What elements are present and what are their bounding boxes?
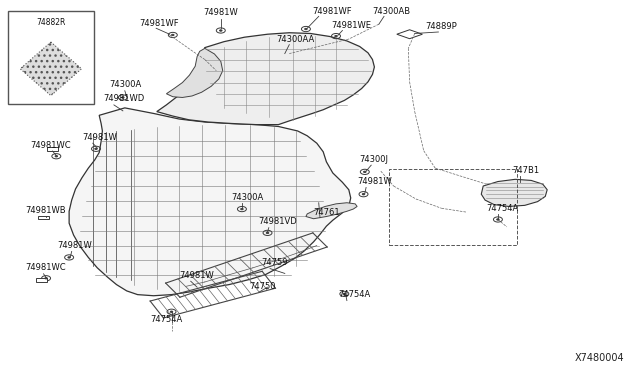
Polygon shape	[69, 108, 351, 296]
Text: 74981WE: 74981WE	[332, 21, 371, 30]
Circle shape	[220, 30, 222, 31]
Text: 74981W: 74981W	[58, 241, 92, 250]
Bar	[389, 169, 517, 245]
Circle shape	[95, 148, 97, 150]
Circle shape	[170, 311, 173, 312]
Text: 74981WF: 74981WF	[140, 19, 179, 28]
Polygon shape	[157, 33, 374, 125]
Text: 74754A: 74754A	[486, 204, 518, 213]
Circle shape	[335, 35, 337, 37]
Text: 74981VD: 74981VD	[259, 217, 298, 226]
Text: 74981WC: 74981WC	[31, 141, 71, 150]
Text: 74761: 74761	[314, 208, 340, 217]
Bar	[8, 11, 94, 104]
Circle shape	[68, 257, 70, 258]
Text: 74300J: 74300J	[360, 155, 388, 164]
Text: 747B1: 747B1	[512, 166, 539, 175]
Text: X7480004: X7480004	[574, 353, 624, 363]
Circle shape	[497, 219, 499, 220]
Text: 74981W: 74981W	[82, 133, 116, 142]
Text: 74750: 74750	[250, 282, 276, 291]
Text: 74889P: 74889P	[426, 22, 458, 31]
Bar	[36, 278, 47, 282]
Text: 74981W: 74981W	[204, 8, 238, 17]
Circle shape	[45, 278, 47, 279]
Circle shape	[305, 28, 307, 30]
Circle shape	[241, 208, 243, 210]
Text: 74981WD: 74981WD	[104, 94, 145, 103]
Polygon shape	[166, 48, 223, 97]
Bar	[38, 216, 49, 219]
Text: 74981W: 74981W	[357, 177, 392, 186]
Text: 74300AA: 74300AA	[276, 35, 315, 44]
Polygon shape	[306, 203, 357, 219]
Circle shape	[172, 34, 174, 36]
Polygon shape	[481, 179, 547, 206]
Text: 74981WC: 74981WC	[26, 263, 66, 272]
Circle shape	[55, 155, 58, 157]
Text: 74754A: 74754A	[338, 290, 370, 299]
Circle shape	[343, 293, 346, 295]
Text: 74300AB: 74300AB	[372, 7, 411, 16]
Text: 74759: 74759	[261, 258, 287, 267]
Text: 74981WF: 74981WF	[312, 7, 352, 16]
Polygon shape	[20, 42, 82, 96]
Text: 74981WB: 74981WB	[26, 206, 66, 215]
Text: 74981W: 74981W	[179, 271, 214, 280]
Bar	[47, 147, 58, 151]
Polygon shape	[397, 30, 422, 39]
Circle shape	[362, 193, 365, 195]
Circle shape	[122, 97, 124, 98]
Text: 74300A: 74300A	[232, 193, 264, 202]
Text: 74882R: 74882R	[36, 18, 65, 27]
Text: 74754A: 74754A	[150, 315, 182, 324]
Text: 74300A: 74300A	[109, 80, 141, 89]
Circle shape	[364, 171, 366, 173]
Circle shape	[266, 232, 269, 234]
